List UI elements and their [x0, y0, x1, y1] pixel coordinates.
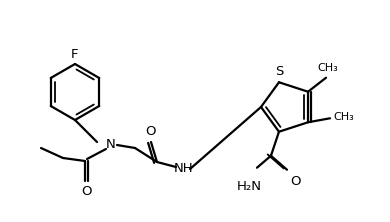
Text: F: F — [71, 48, 79, 61]
Text: H₂N: H₂N — [236, 180, 261, 193]
Text: CH₃: CH₃ — [318, 63, 339, 73]
Text: O: O — [146, 125, 156, 138]
Text: O: O — [290, 175, 300, 188]
Text: NH: NH — [174, 163, 194, 176]
Text: CH₃: CH₃ — [333, 112, 354, 122]
Text: O: O — [81, 185, 91, 198]
Text: N: N — [106, 139, 116, 151]
Text: S: S — [275, 65, 283, 78]
